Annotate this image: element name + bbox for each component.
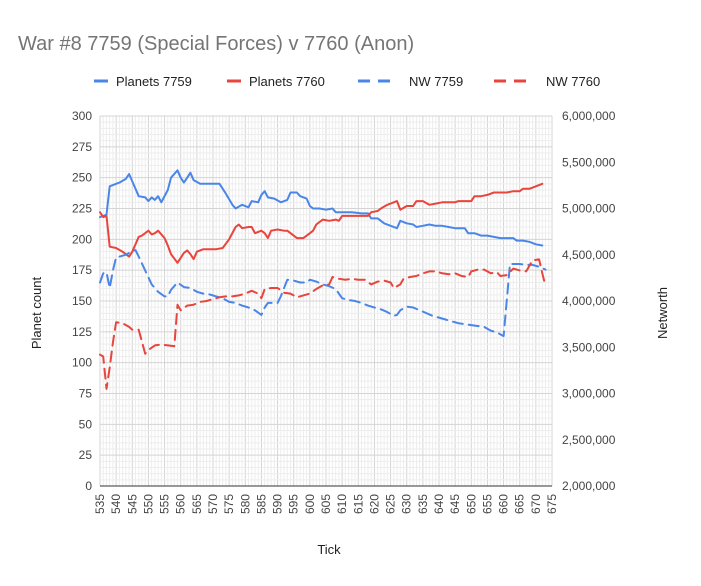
y-tick-label: 175: [72, 263, 92, 277]
x-tick-label: 650: [464, 494, 478, 514]
y2-tick-label: 2,000,000: [562, 479, 616, 493]
x-axis-ticks: 535 540 545 550 555 560 565 570 575 580 585 590 595 6…: [93, 494, 559, 514]
x-tick-label: 545: [125, 494, 139, 514]
x-tick-label: 675: [545, 494, 559, 514]
x-tick-label: 555: [158, 494, 172, 514]
x-tick-label: 615: [351, 494, 365, 514]
y-tick-label: 50: [79, 417, 93, 431]
y-tick-label: 100: [72, 356, 92, 370]
y2-tick-label: 3,500,000: [562, 340, 616, 354]
legend-item-nw-7760[interactable]: NW 7760: [494, 74, 600, 89]
x-tick-label: 540: [109, 494, 123, 514]
x-tick-label: 595: [287, 494, 301, 514]
x-tick-label: 620: [367, 494, 381, 514]
y-axis-right-ticks: 2,000,000 2,500,000 3,000,000 3,500,000 4,00…: [562, 109, 616, 493]
x-tick-label: 560: [174, 494, 188, 514]
y-tick-label: 300: [72, 109, 92, 123]
x-tick-label: 635: [416, 494, 430, 514]
x-tick-label: 665: [513, 494, 527, 514]
legend-label-nw-7760: NW 7760: [546, 74, 600, 89]
legend-label-planets-7760: Planets 7760: [249, 74, 325, 89]
legend-item-nw-7759[interactable]: NW 7759: [358, 74, 463, 89]
series-line-planets-7760: [99, 182, 544, 264]
chart-title: War #8 7759 (Special Forces) v 7760 (Ano…: [18, 33, 414, 55]
series-lines: [99, 169, 547, 390]
y-tick-label: 75: [79, 387, 93, 401]
y-axis-left-label: Planet count: [29, 276, 44, 349]
y-tick-label: 200: [72, 232, 92, 246]
y2-tick-label: 5,000,000: [562, 202, 616, 216]
legend-item-planets-7760[interactable]: Planets 7760: [227, 74, 325, 89]
y-tick-label: 225: [72, 202, 92, 216]
y-axis-left-ticks: 0 25 50 75 100 125 150 175 200 225 250 275 300: [72, 109, 92, 493]
x-tick-label: 655: [480, 494, 494, 514]
y-tick-label: 125: [72, 325, 92, 339]
x-tick-label: 630: [400, 494, 414, 514]
y-tick-label: 275: [72, 140, 92, 154]
y-axis-right-label: Networth: [655, 287, 670, 339]
series-line-nw-7759: [99, 249, 547, 338]
x-tick-label: 580: [238, 494, 252, 514]
x-tick-label: 610: [335, 494, 349, 514]
x-tick-label: 575: [222, 494, 236, 514]
x-tick-label: 645: [448, 494, 462, 514]
x-tick-label: 640: [432, 494, 446, 514]
x-tick-label: 600: [303, 494, 317, 514]
y-tick-label: 0: [85, 479, 92, 493]
gridlines: [99, 115, 553, 487]
y2-tick-label: 6,000,000: [562, 109, 616, 123]
y2-tick-label: 4,000,000: [562, 294, 616, 308]
x-tick-label: 660: [497, 494, 511, 514]
x-tick-label: 670: [529, 494, 543, 514]
y-tick-label: 250: [72, 171, 92, 185]
x-tick-label: 585: [254, 494, 268, 514]
legend-label-nw-7759: NW 7759: [409, 74, 463, 89]
y2-tick-label: 4,500,000: [562, 248, 616, 262]
legend: Planets 7759 Planets 7760 NW 7759 NW 776…: [94, 74, 600, 89]
y2-tick-label: 5,500,000: [562, 155, 616, 169]
x-tick-label: 550: [141, 494, 155, 514]
y-tick-label: 25: [79, 448, 93, 462]
x-tick-label: 565: [190, 494, 204, 514]
x-tick-label: 590: [271, 494, 285, 514]
x-axis-label: Tick: [317, 542, 341, 557]
series-line-planets-7759: [99, 169, 544, 247]
legend-item-planets-7759[interactable]: Planets 7759: [94, 74, 192, 89]
x-tick-label: 605: [319, 494, 333, 514]
y-tick-label: 150: [72, 294, 92, 308]
series-line-nw-7760: [99, 258, 547, 390]
x-tick-label: 625: [384, 494, 398, 514]
x-tick-label: 570: [206, 494, 220, 514]
y2-tick-label: 2,500,000: [562, 433, 616, 447]
y2-tick-label: 3,000,000: [562, 387, 616, 401]
x-tick-label: 535: [93, 494, 107, 514]
legend-label-planets-7759: Planets 7759: [116, 74, 192, 89]
